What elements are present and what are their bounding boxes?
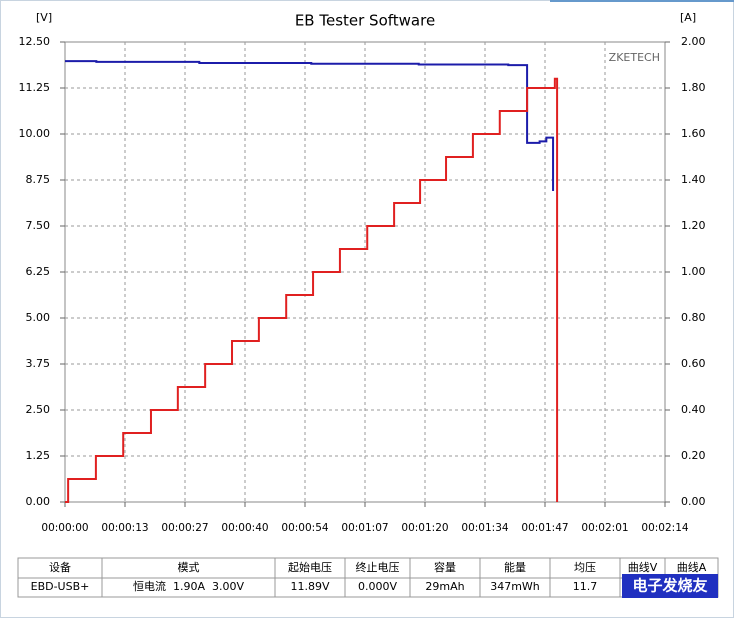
y-tick-label: 0.00: [26, 495, 51, 508]
table-header: 容量: [434, 560, 456, 574]
table-header: 起始电压: [288, 560, 332, 574]
y2-tick-label: 0.80: [681, 311, 706, 324]
table-header: 均压: [574, 561, 596, 574]
series-line: [65, 60, 555, 192]
table-header: 能量: [504, 560, 526, 574]
y-tick-label: 7.50: [26, 219, 51, 232]
grid: [65, 42, 665, 502]
y2-tick-label: 2.00: [681, 35, 706, 48]
table-cell: 恒电流 1.90A 3.00V: [133, 579, 244, 593]
y2-tick-label: 1.60: [681, 127, 706, 140]
table-cell: 11.7: [573, 580, 598, 593]
x-tick-label: 00:01:34: [461, 522, 508, 534]
x-tick-label: 00:02:14: [641, 522, 688, 534]
table-cell: EBD-USB+: [31, 580, 90, 593]
table-header: 终止电压: [356, 560, 400, 574]
table-header: 模式: [178, 561, 200, 574]
y-tick-label: 3.75: [26, 357, 51, 370]
x-tick-label: 00:00:54: [281, 522, 328, 534]
table-cell: 11.89V: [290, 580, 329, 593]
y-tick-label: 6.25: [26, 265, 51, 278]
y2-tick-label: 0.00: [681, 495, 706, 508]
x-tick-label: 00:00:40: [221, 522, 268, 534]
y-tick-label: 8.75: [26, 173, 51, 186]
x-tick-label: 00:02:01: [581, 522, 628, 534]
x-tick-label: 00:00:27: [161, 522, 208, 534]
y-tick-label: 1.25: [26, 449, 51, 462]
y2-tick-label: 0.60: [681, 357, 706, 370]
x-tick-label: 00:01:20: [401, 522, 448, 534]
table-cell: 29mAh: [425, 580, 464, 593]
y2-tick-label: 1.20: [681, 219, 706, 232]
y2-tick-label: 0.40: [681, 403, 706, 416]
table-cell: 347mWh: [490, 580, 540, 593]
y-axis-label: [V]: [36, 11, 52, 24]
x-tick-label: 00:00:13: [101, 522, 148, 534]
logo-box: [622, 574, 718, 598]
y-tick-label: 2.50: [26, 403, 51, 416]
y-tick-label: 11.25: [19, 81, 51, 94]
x-tick-label: 00:01:07: [341, 522, 388, 534]
stats-table: 设备 模式 起始电压 终止电压 容量 能量 均压 曲线V 曲线A EBD-USB+ 恒电流 1.90…: [17, 557, 719, 598]
y-tick-label: 5.00: [26, 311, 51, 324]
table-header: 设备: [49, 560, 71, 574]
y-tick-label: 12.50: [19, 35, 51, 48]
y-tick-label: 10.00: [19, 127, 51, 140]
series-line: [65, 77, 559, 503]
y2-axis-label: [A]: [680, 11, 696, 24]
table-header: 曲线V: [628, 560, 658, 574]
watermark: ZKETECH: [609, 51, 660, 64]
x-tick-label: 00:00:00: [41, 522, 88, 534]
y2-tick-label: 0.20: [681, 449, 706, 462]
x-tick-label: 00:01:47: [521, 522, 568, 534]
y2-tick-label: 1.40: [681, 173, 706, 186]
y2-tick-label: 1.80: [681, 81, 706, 94]
y2-tick-label: 1.00: [681, 265, 706, 278]
chart-title: EB Tester Software: [295, 12, 435, 30]
table-cell: 0.000V: [358, 580, 397, 593]
logo: 电子发烧友: [632, 577, 707, 595]
table-header: 曲线A: [677, 560, 707, 574]
